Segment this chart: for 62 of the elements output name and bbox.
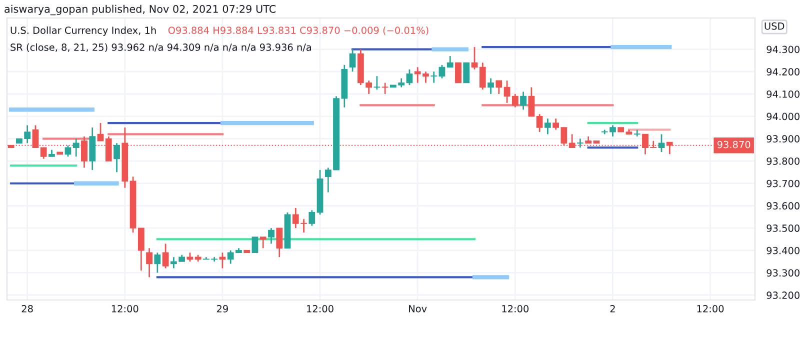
candlestick <box>504 80 510 104</box>
candlestick <box>544 118 551 135</box>
candlestick <box>219 252 226 269</box>
x-tick-label: 2 <box>610 305 615 312</box>
candlestick <box>406 68 413 86</box>
y-tick-label: 94.200 <box>766 68 800 76</box>
candlestick <box>455 62 462 84</box>
y-tick-label: 93.300 <box>766 269 800 277</box>
x-tick-label: 12:00 <box>112 305 138 312</box>
candlestick <box>146 247 152 278</box>
annotation: SR (close, 8, 21, 25) 93.962 n/a 94.309 n/a n/a n/a 93.936 n/a <box>10 43 311 52</box>
candlestick <box>463 62 470 84</box>
x-tick-label: Nov <box>409 305 427 312</box>
candlestick <box>162 242 169 269</box>
y-tick-label: 93.700 <box>766 180 800 188</box>
candlestick <box>154 252 161 274</box>
candlestick <box>634 129 640 138</box>
x-tick-label: 29 <box>216 305 228 312</box>
candlestick <box>114 142 120 173</box>
x-tick-label: 12:00 <box>502 305 529 312</box>
candlestick <box>268 227 274 244</box>
candlestick <box>512 93 518 108</box>
candlestick <box>349 48 356 72</box>
candlestick <box>438 64 446 80</box>
candlestick <box>252 236 258 253</box>
chart-subtitle: aiswarya_gopan published, Nov 02, 2021 07:29 UTC <box>4 4 276 16</box>
candlestick <box>528 86 535 118</box>
candlestick <box>374 75 380 90</box>
y-tick-label: 94.000 <box>766 112 800 120</box>
candlestick <box>97 122 104 142</box>
y-tick-label: 93.600 <box>766 202 800 210</box>
candlestick <box>276 227 283 258</box>
candlestick <box>496 80 502 95</box>
ref-line-label: 93.870 <box>717 140 750 148</box>
candlestick <box>577 138 584 148</box>
y-tick-label: 94.100 <box>766 90 800 98</box>
text: U.S. Dollar Currency Index, 1h <box>10 26 156 36</box>
text: USD <box>764 22 784 30</box>
candlestick <box>308 209 316 227</box>
x-tick-label: 12:00 <box>307 305 334 312</box>
y-tick-label: 93.200 <box>766 292 800 299</box>
candlestick <box>488 78 494 95</box>
candlestick <box>138 227 144 272</box>
annotation: O93.884 H93.884 L93.831 C93.870 −0.009 (−0.01%) <box>168 26 428 36</box>
candlestick <box>658 134 665 153</box>
candlestick <box>471 46 478 70</box>
y-tick-label: 93.800 <box>766 157 800 165</box>
candlestick <box>382 82 388 95</box>
x-tick-label: 12:00 <box>697 305 724 312</box>
y-tick-label: 93.500 <box>766 224 800 232</box>
candlestick <box>479 62 486 90</box>
y-tick-label: 93.400 <box>766 246 800 254</box>
y-tick-label: 94.300 <box>766 46 800 54</box>
candlestick <box>72 138 80 158</box>
candlestick <box>260 236 266 249</box>
candlestick <box>64 144 72 158</box>
x-tick-label: 28 <box>22 305 33 312</box>
candlestick <box>520 91 526 110</box>
candlestick <box>536 113 543 133</box>
candlestick <box>430 70 438 84</box>
candlestick <box>446 55 454 68</box>
y-tick-label: 93.900 <box>766 135 800 142</box>
